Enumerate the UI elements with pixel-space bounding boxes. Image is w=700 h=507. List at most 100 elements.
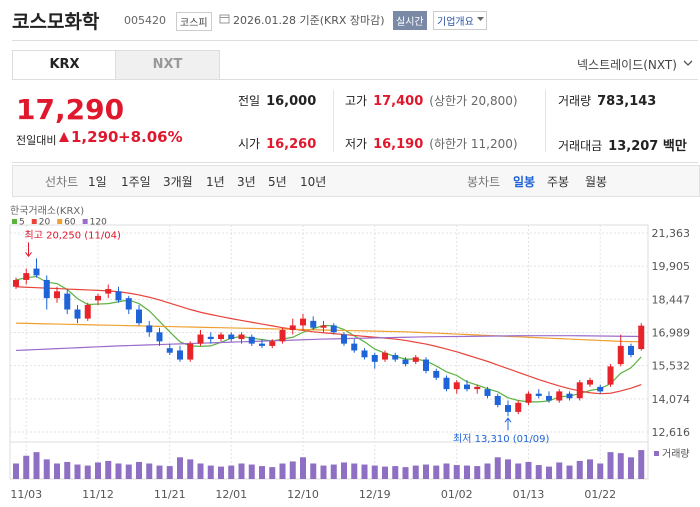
- stat-value: 13,207 백만: [608, 139, 687, 154]
- y-tick-label: 19,905: [652, 260, 691, 273]
- change-amount: 1,290: [71, 128, 119, 146]
- x-tick-label: 01/02: [441, 488, 473, 501]
- candle-body: [464, 384, 470, 390]
- current-price: 17,290: [16, 93, 125, 126]
- calendar-icon: [219, 14, 230, 24]
- x-tick-label: 12/10: [287, 488, 319, 501]
- tab-krx[interactable]: KRX: [12, 50, 117, 79]
- stat-label: 거래량: [558, 94, 592, 108]
- candle: [556, 389, 563, 403]
- candle: [443, 375, 450, 392]
- candle-button[interactable]: 월봉: [585, 175, 608, 189]
- candle-body: [607, 366, 614, 385]
- candle: [310, 316, 317, 330]
- candle: [505, 400, 511, 417]
- volume-bar: [453, 465, 460, 479]
- stat: 고가 17,400 (상한가 20,800): [345, 92, 518, 109]
- nxt-link[interactable]: 넥스트레이드(NXT): [577, 58, 677, 72]
- volume-bar: [248, 464, 255, 479]
- ma-line: [15, 335, 642, 352]
- volume-bar: [587, 459, 593, 479]
- volume-bar: [95, 462, 101, 479]
- candle-body: [371, 355, 378, 362]
- candle: [166, 343, 173, 356]
- divider: [12, 162, 698, 163]
- volume-bar: [474, 466, 481, 479]
- period-button[interactable]: 10년: [300, 175, 327, 189]
- y-tick-label: 18,447: [652, 293, 691, 306]
- candle-button[interactable]: 일봉: [513, 175, 536, 189]
- volume-bar: [269, 467, 276, 479]
- volume-bar: [207, 465, 214, 479]
- candle: [515, 400, 522, 415]
- period-button[interactable]: 1일: [88, 175, 107, 189]
- candle-body: [33, 268, 40, 276]
- volume-bar: [494, 457, 501, 479]
- candle: [597, 384, 604, 394]
- candle-body: [535, 393, 542, 396]
- volume-bar: [166, 466, 173, 479]
- candle-body: [361, 350, 368, 358]
- volume-bar: [228, 465, 235, 479]
- candle-body: [351, 343, 358, 351]
- candle: [156, 327, 163, 346]
- candle-body: [341, 334, 347, 344]
- volume-bar: [320, 465, 327, 479]
- legend-label: 120: [90, 218, 107, 228]
- candle: [453, 380, 460, 394]
- stat: 전일 16,000: [238, 92, 316, 109]
- candle: [433, 368, 440, 381]
- stat: 거래량 783,143: [558, 92, 656, 109]
- up-triangle: [59, 132, 69, 142]
- candle-body: [617, 345, 624, 365]
- volume-bar: [84, 465, 91, 479]
- market-badge: 코스피: [176, 12, 212, 31]
- candle-body: [105, 289, 112, 294]
- y-tick-label: 15,532: [652, 360, 691, 373]
- base-date: 2026.01.28 기준(KRX 장마감): [233, 14, 385, 27]
- candle: [351, 339, 358, 353]
- candle-body: [197, 334, 204, 344]
- low-arrowhead: [504, 417, 512, 423]
- volume-label: 거래량: [662, 448, 690, 460]
- candle-button[interactable]: 주봉: [547, 175, 570, 189]
- x-tick-label: 11/12: [82, 488, 114, 501]
- candle: [146, 320, 153, 337]
- volume-bar: [382, 466, 388, 479]
- candle-body: [156, 332, 163, 342]
- candle: [218, 332, 224, 342]
- stat-label: 시가: [238, 137, 261, 151]
- company-overview[interactable]: 기업개요: [433, 11, 487, 30]
- candle-body: [218, 334, 224, 340]
- volume-bar: [535, 465, 542, 479]
- realtime-badge[interactable]: 실시간: [393, 11, 427, 30]
- period-button[interactable]: 1년: [206, 175, 225, 189]
- stat: 거래대금 13,207 백만: [558, 135, 687, 154]
- candle: [43, 275, 50, 310]
- y-tick-label: 21,363: [652, 227, 691, 240]
- candle: [13, 277, 19, 290]
- stat-divider: [333, 90, 334, 152]
- period-button[interactable]: 5년: [268, 175, 287, 189]
- candle-body: [443, 377, 450, 390]
- volume-bar: [156, 465, 163, 479]
- ma-line: [15, 275, 642, 403]
- candle: [320, 320, 327, 333]
- candle: [628, 343, 634, 358]
- period-button[interactable]: 1주일: [121, 175, 151, 189]
- volume-bar: [638, 450, 645, 479]
- volume-bar: [74, 464, 81, 479]
- period-button[interactable]: 3개월: [163, 175, 193, 189]
- tab-nxt[interactable]: NXT: [115, 50, 220, 80]
- stat-value: 17,400: [373, 94, 424, 109]
- volume-bar: [412, 465, 419, 479]
- candle: [474, 384, 481, 394]
- volume-bar: [597, 463, 604, 479]
- candle: [279, 327, 286, 344]
- period-button[interactable]: 3년: [237, 175, 256, 189]
- candle-body: [228, 334, 235, 340]
- candle-body: [453, 382, 460, 390]
- stat-divider: [545, 90, 546, 152]
- candle-body: [546, 395, 552, 401]
- candle-body: [505, 405, 511, 412]
